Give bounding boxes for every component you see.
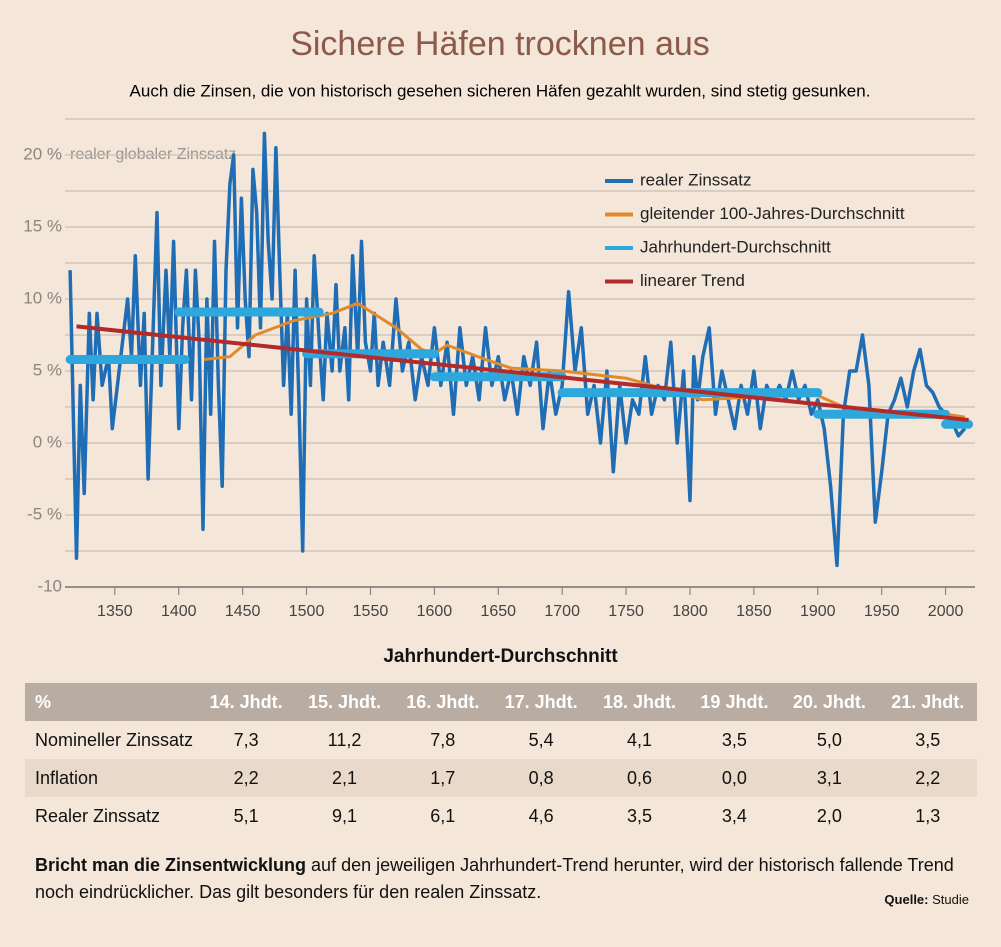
header-cell: % (25, 683, 197, 721)
series-line (68, 131, 967, 568)
table-row: Nomineller Zinssatz 7,3 11,2 7,8 5,4 4,1 3,5 5,… (25, 721, 977, 759)
table-row: Realer Zinssatz 5,1 9,1 6,1 4,6 3,5 3,4 2,0 1,3 (25, 797, 977, 835)
series-line (204, 301, 966, 419)
table-cell: 7,3 (233, 729, 259, 750)
table-cell: 5,0 (816, 729, 842, 750)
table-cell: 5,1 (233, 805, 259, 826)
x-tick-label: 1400 (161, 603, 197, 620)
legend-label: Jahrhundert-Durchschnitt (640, 237, 831, 256)
x-tick-label: 1950 (864, 603, 900, 620)
table-title: Jahrhundert-Durchschnitt (383, 646, 618, 667)
header-cell: 20. Jhdt. (780, 683, 879, 721)
x-tick-label: 1500 (289, 603, 325, 620)
x-tick-label: 2000 (928, 603, 964, 620)
table-cell: 2,2 (878, 759, 977, 797)
x-tick-label: 1550 (353, 603, 389, 620)
table-cell: 4,6 (528, 805, 554, 826)
table: % 14. Jhdt. 15. Jhdt. 16. Jhdt. 17. Jhdt. 18.… (25, 683, 977, 835)
header-cell: 15. Jhdt. (295, 683, 394, 721)
header-cell: 19 Jhdt. (688, 683, 781, 721)
footnote-text: auf den jeweiligen Jahrhundert-Trend her… (35, 855, 954, 902)
legend-label: realer Zinssatz (640, 170, 751, 189)
table-cell: 2,2 (197, 759, 296, 797)
table-cell: 11,2 (327, 729, 362, 750)
table-row: Inflation 2,2 2,1 1,7 0,8 0,6 0,0 3,1 2,2 (25, 759, 977, 797)
table-cell: 3,1 (780, 759, 879, 797)
source-label: Quelle: (884, 892, 929, 907)
footnote: Bricht man die Zinsentwicklung auf den j… (35, 852, 965, 906)
table-cell: 0,8 (491, 759, 591, 797)
table-cell: Inflation (25, 759, 197, 797)
legend: realer Zinssatz gleitender 100-Jahres-Dur… (605, 170, 905, 290)
header-cell: 21. Jhdt. (878, 683, 977, 721)
table-cell: 3,5 (721, 729, 747, 750)
table-cell: 0,0 (688, 759, 781, 797)
table-cell: 9,1 (331, 805, 357, 826)
table-cell: 2,0 (816, 805, 842, 826)
table-cell: 3,5 (626, 805, 652, 826)
x-tick-label: 1350 (97, 603, 133, 620)
legend-label: gleitender 100-Jahres-Durchschnitt (640, 204, 905, 223)
x-tick-label: 1850 (736, 603, 772, 620)
y-tick-label: -10 (37, 576, 62, 595)
y-tick-label: -5 % (27, 504, 62, 523)
footnote-bold: Bricht man die Zinsentwicklung (35, 855, 307, 875)
table-cell: Realer Zinssatz (35, 805, 161, 826)
chart-title: Sichere Häfen trocknen aus (290, 25, 710, 63)
series-line (76, 324, 969, 422)
table-cell: 7,8 (430, 729, 456, 750)
y-tick-label: 0 % (33, 432, 62, 451)
y-tick-label: 15 % (23, 216, 62, 235)
x-tick-label: 1600 (417, 603, 453, 620)
header-cell: 17. Jhdt. (491, 683, 591, 721)
header-cell: 14. Jhdt. (197, 683, 296, 721)
table-cell: 0,6 (590, 759, 689, 797)
chart: Sichere Häfen trocknen aus Auch die Zins… (23, 25, 975, 620)
y-tick-label: 10 % (23, 288, 62, 307)
x-tick-label: 1800 (672, 603, 708, 620)
header-cell: 16. Jhdt. (393, 683, 492, 721)
table-cell: 2,1 (295, 759, 394, 797)
table-header: % 14. Jhdt. 15. Jhdt. 16. Jhdt. 17. Jhdt. 18.… (25, 683, 977, 721)
x-tick-label: 1750 (608, 603, 644, 620)
x-tick-label: 1700 (544, 603, 580, 620)
legend-label: linearer Trend (640, 271, 745, 290)
source: Quelle: Studie (884, 892, 969, 907)
chart-subtitle: Auch die Zinsen, die von historisch gese… (130, 81, 871, 100)
table-cell: Nomineller Zinssatz (35, 729, 194, 750)
table-cell: 4,1 (626, 729, 652, 750)
table-cell: 5,4 (528, 729, 554, 750)
y-tick-label: 5 % (33, 360, 62, 379)
table-cell: 1,3 (915, 805, 941, 826)
table-cell: 1,7 (393, 759, 492, 797)
table-cell: 3,4 (721, 805, 747, 826)
table-cell: 3,5 (915, 729, 941, 750)
table-cell: 6,1 (430, 805, 456, 826)
y-tick-label: 20 % (23, 144, 62, 163)
source-text: Studie (932, 892, 969, 907)
x-tick-label: 1450 (225, 603, 261, 620)
x-tick-label: 1650 (480, 603, 516, 620)
header-cell: 18. Jhdt. (590, 683, 689, 721)
x-tick-label: 1900 (800, 603, 836, 620)
